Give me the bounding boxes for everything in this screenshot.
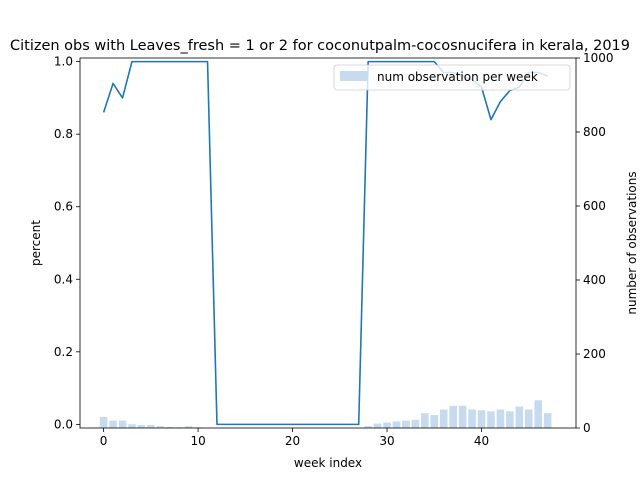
y-tick-label: 0.0 (54, 417, 73, 431)
bar (449, 405, 457, 428)
y-tick-label: 1.0 (54, 55, 73, 69)
bar (109, 420, 117, 428)
bar (99, 416, 108, 428)
plot-frame (79, 57, 577, 429)
y2-tick-label: 0 (583, 421, 591, 435)
bar (128, 424, 136, 428)
y2-tick-label: 400 (583, 273, 606, 287)
y-axis-label: percent (29, 220, 43, 266)
y2-tick-label: 600 (583, 199, 606, 213)
bar (383, 422, 391, 428)
x-axis: 0 10 20 30 40 (100, 428, 489, 448)
legend-swatch (340, 71, 368, 81)
y2-axis-label: number of observations (625, 171, 639, 314)
bar (184, 426, 193, 428)
bar (496, 409, 505, 428)
bar (515, 406, 524, 428)
x-tick-label: 0 (100, 434, 108, 448)
chart-title: Citizen obs with Leaves_fresh = 1 or 2 f… (10, 38, 630, 54)
x-tick-label: 40 (474, 434, 489, 448)
bar (137, 425, 146, 428)
legend-label: num observation per week (377, 70, 538, 84)
bar (373, 423, 382, 428)
y-tick-label: 0.8 (54, 127, 73, 141)
bar (487, 411, 495, 428)
bar (430, 415, 439, 428)
bar (458, 405, 467, 428)
bar (524, 409, 533, 428)
bar (402, 420, 410, 428)
x-axis-label: week index (294, 456, 362, 470)
y-tick-label: 0.4 (54, 272, 73, 286)
x-tick-label: 10 (190, 434, 205, 448)
y2-tick-label: 800 (583, 125, 606, 139)
y-axis-left: 0.0 0.2 0.4 0.6 0.8 1.0 (54, 55, 80, 431)
bar (156, 426, 165, 428)
y-axis-right: 0 200 400 600 800 1000 (576, 51, 614, 435)
y2-tick-label: 1000 (583, 51, 614, 65)
bar-series (99, 400, 552, 428)
bar (165, 426, 174, 428)
y-tick-label: 0.6 (54, 200, 73, 214)
bar (506, 411, 514, 428)
bar (534, 400, 542, 428)
bar (421, 413, 429, 428)
bar (468, 409, 476, 428)
x-tick-label: 20 (285, 434, 300, 448)
x-tick-label: 30 (379, 434, 394, 448)
bar (147, 425, 155, 428)
y2-tick-label: 200 (583, 347, 606, 361)
legend: num observation per week (333, 64, 571, 91)
bar (392, 421, 401, 428)
bar (364, 426, 372, 428)
bar (439, 409, 448, 428)
bar (543, 413, 552, 428)
bar (477, 410, 486, 428)
legend-frame (333, 64, 571, 91)
bar (118, 420, 127, 428)
y-tick-label: 0.2 (54, 345, 73, 359)
bar (411, 419, 420, 428)
